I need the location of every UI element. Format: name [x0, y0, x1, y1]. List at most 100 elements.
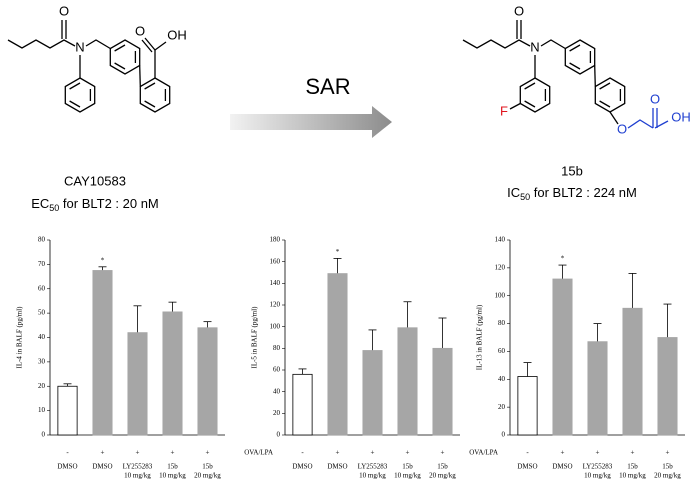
- ova-lpa-label: -: [301, 449, 304, 457]
- potency-rest: for BLT2 : 224 nM: [530, 185, 637, 200]
- y-tick-label: 30: [38, 357, 46, 365]
- atom: OH: [671, 109, 691, 124]
- compound-name: CAY10583: [64, 173, 126, 188]
- y-tick-label: 20: [498, 403, 506, 411]
- ring: [519, 77, 551, 113]
- y-axis-label: IL-4 in BALF (pg/ml): [16, 306, 24, 369]
- bar: [362, 350, 383, 436]
- y-tick-label: 100: [495, 291, 506, 299]
- bond: [462, 39, 531, 49]
- bar: [587, 341, 608, 436]
- atom: OH: [167, 27, 187, 42]
- dose-label: 20 mg/kg: [654, 472, 681, 480]
- potency-sub: 50: [49, 203, 59, 213]
- x-tick-label: 15b: [202, 463, 213, 471]
- potency: IC50 for BLT2 : 224 nM: [507, 185, 637, 202]
- y-tick-label: 80: [498, 319, 506, 327]
- x-tick-label: LY255283: [583, 463, 613, 471]
- ring: [594, 77, 626, 113]
- ova-lpa-label: -: [66, 449, 69, 457]
- y-tick-label: 60: [38, 284, 46, 292]
- y-tick-label: 180: [270, 236, 281, 244]
- atom: O: [59, 3, 69, 18]
- dose-label: 10 mg/kg: [584, 472, 611, 480]
- x-tick-label: DMSO: [57, 463, 77, 471]
- row-label: OVA/LPA: [469, 449, 498, 457]
- ring: [139, 77, 171, 113]
- x-tick-label: DMSO: [92, 463, 112, 471]
- bond: [594, 65, 596, 87]
- y-tick-label: 20: [273, 409, 281, 417]
- dose-label: 10 mg/kg: [124, 472, 151, 480]
- ova-lpa-label: +: [666, 449, 670, 457]
- dose-label: 10 mg/kg: [619, 472, 646, 480]
- y-tick-label: 120: [270, 301, 281, 309]
- y-tick-label: 160: [270, 257, 281, 265]
- bar: [57, 385, 78, 436]
- atom: F: [500, 103, 508, 118]
- y-tick-label: 140: [495, 236, 506, 244]
- annotation: *: [561, 255, 565, 263]
- annotation: *: [336, 248, 340, 256]
- y-tick-label: 0: [277, 431, 281, 439]
- potency: EC50 for BLT2 : 20 nM: [31, 196, 159, 213]
- ova-lpa-label: +: [631, 449, 635, 457]
- double-bond: [144, 82, 156, 90]
- dose-label: 10 mg/kg: [359, 472, 386, 480]
- double-bond: [144, 100, 156, 108]
- y-tick-label: 60: [273, 366, 281, 374]
- ova-lpa-label: +: [136, 449, 140, 457]
- x-tick-label: 15b: [437, 463, 448, 471]
- double-bond: [114, 62, 126, 70]
- atom: O: [514, 3, 524, 18]
- bar: [432, 347, 453, 436]
- y-tick-label: 20: [38, 382, 46, 390]
- compound-name: 15b: [561, 163, 583, 178]
- atom: O: [617, 121, 627, 136]
- atom: N: [530, 39, 539, 54]
- potency-sub: 50: [520, 192, 530, 202]
- bond: [609, 111, 619, 125]
- ova-lpa-label: +: [406, 449, 410, 457]
- x-tick-label: 15b: [167, 463, 178, 471]
- double-bond: [524, 82, 536, 90]
- y-tick-label: 80: [273, 344, 281, 352]
- ova-lpa-label: +: [441, 449, 445, 457]
- chart: 0 20 40 60 80 100 120 140 160 180 IL-5 in BALF (pg…: [244, 236, 460, 480]
- bond: [509, 102, 521, 110]
- arrow-label: SAR: [305, 74, 350, 99]
- bond: [154, 41, 167, 51]
- bar: [552, 278, 573, 436]
- ova-lpa-label: +: [171, 449, 175, 457]
- x-tick-label: DMSO: [327, 463, 347, 471]
- ova-lpa-label: +: [206, 449, 210, 457]
- ova-lpa-label: -: [526, 449, 529, 457]
- double-bond: [569, 44, 581, 52]
- dose-label: 10 mg/kg: [394, 472, 421, 480]
- y-tick-label: 0: [502, 431, 506, 439]
- y-tick-label: 40: [498, 375, 506, 383]
- bar: [517, 376, 538, 436]
- arrow: [230, 106, 392, 138]
- bar: [292, 373, 313, 436]
- dose-label: 20 mg/kg: [194, 472, 221, 480]
- x-tick-label: 15b: [627, 463, 638, 471]
- ova-lpa-label: +: [371, 449, 375, 457]
- dose-label: 10 mg/kg: [159, 472, 186, 480]
- atom: O: [650, 91, 660, 106]
- ring: [564, 39, 596, 75]
- bar: [92, 270, 113, 436]
- y-tick-label: 80: [38, 236, 46, 244]
- y-tick-label: 40: [273, 387, 281, 395]
- y-tick-label: 40: [38, 333, 46, 341]
- potency-prefix: IC: [507, 185, 520, 200]
- bond: [540, 39, 566, 50]
- x-tick-label: LY255283: [358, 463, 388, 471]
- atom: O: [135, 23, 145, 38]
- double-bond: [69, 82, 81, 90]
- bar: [657, 337, 678, 436]
- row-label: OVA/LPA: [244, 449, 273, 457]
- double-bond: [114, 44, 126, 52]
- bond: [7, 39, 76, 49]
